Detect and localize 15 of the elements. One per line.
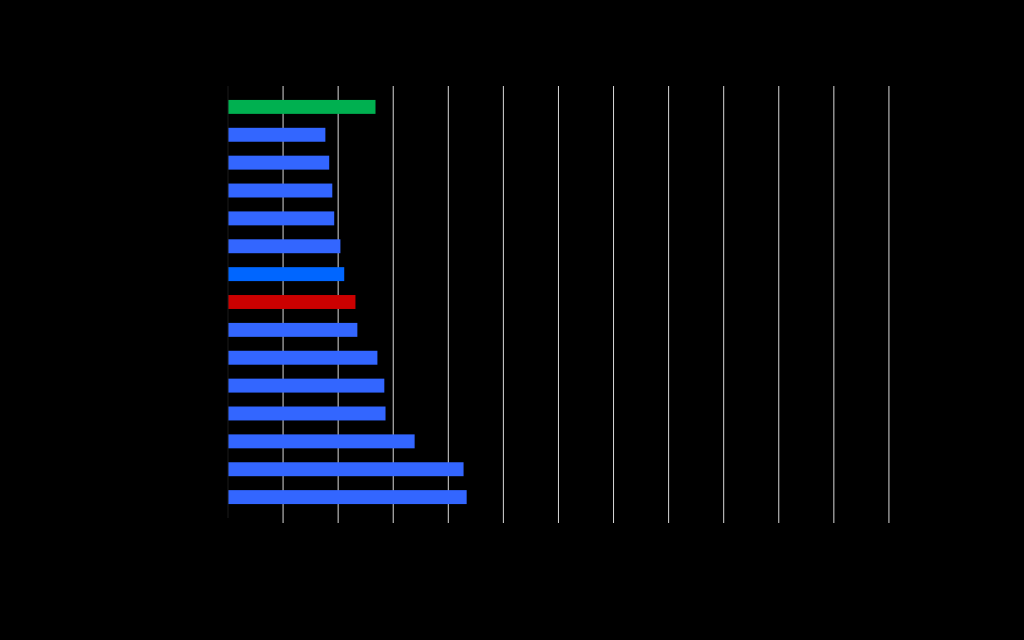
bar [228,406,386,421]
bar [228,239,341,254]
bar [228,127,326,142]
bar [228,490,467,505]
bar [228,211,335,226]
bar [228,295,356,309]
bar [228,462,464,477]
bar [228,99,376,114]
bar [228,434,415,449]
bar [228,350,378,365]
bar [228,378,385,393]
bar [228,183,333,198]
bar [228,267,345,282]
bar [228,155,330,170]
bar [228,322,358,337]
